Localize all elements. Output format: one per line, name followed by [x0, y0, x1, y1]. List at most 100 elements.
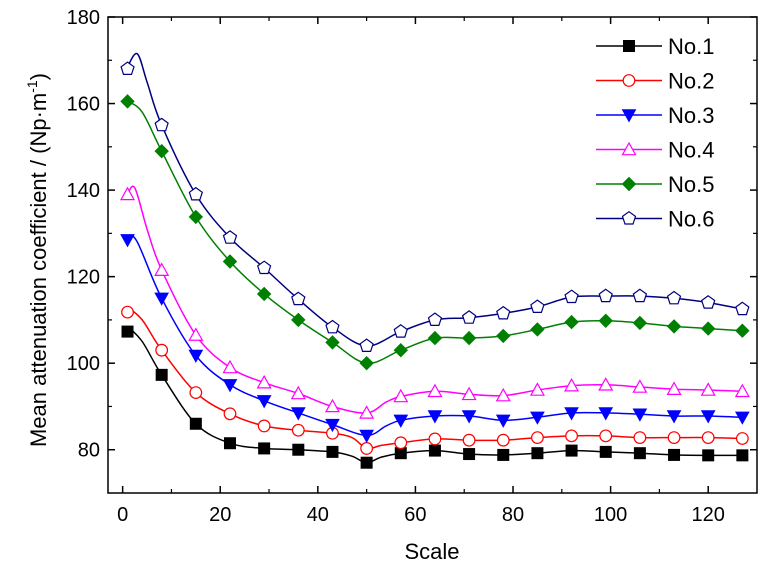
data-point — [155, 343, 169, 357]
data-point — [256, 395, 272, 409]
data-point — [565, 429, 578, 443]
data-point — [531, 431, 544, 445]
data-point — [564, 377, 580, 392]
legend-marker — [621, 210, 637, 225]
data-point — [427, 330, 443, 346]
data-point — [496, 305, 511, 320]
data-point — [701, 431, 715, 445]
data-point — [326, 445, 339, 458]
data-point — [292, 443, 305, 456]
data-point — [565, 444, 578, 457]
data-point — [633, 447, 646, 460]
data-point — [222, 379, 238, 393]
legend-marker — [621, 176, 637, 192]
data-point — [564, 289, 579, 304]
data-point — [154, 292, 170, 306]
data-point — [668, 448, 681, 461]
data-point — [495, 387, 511, 402]
data-point — [359, 355, 374, 371]
data-point — [427, 410, 443, 424]
legend-item-1: No.1 — [596, 34, 714, 59]
y-tick-label: 80 — [78, 440, 100, 462]
legend-label: No.6 — [668, 207, 714, 232]
data-point — [496, 433, 510, 447]
data-point — [667, 431, 681, 445]
data-point — [257, 419, 271, 433]
legend-label: No.1 — [668, 34, 714, 59]
x-tick-label: 80 — [502, 504, 524, 526]
data-point — [154, 143, 169, 159]
data-point — [632, 315, 648, 331]
data-point — [564, 314, 579, 330]
data-point — [120, 61, 135, 76]
data-point — [188, 349, 204, 363]
data-point — [188, 209, 204, 225]
data-point — [530, 411, 545, 425]
data-point — [290, 385, 306, 400]
data-point — [291, 312, 306, 328]
legend-label: No.2 — [668, 69, 714, 94]
data-point — [702, 449, 715, 462]
data-point — [189, 386, 203, 400]
data-point — [462, 433, 476, 447]
series-2 — [121, 305, 749, 455]
data-point — [360, 456, 373, 469]
data-point — [461, 310, 477, 324]
x-tick-label: 0 — [117, 504, 128, 526]
legend-label: No.3 — [668, 103, 714, 128]
data-point — [189, 417, 202, 430]
legend-label: No.4 — [668, 138, 714, 163]
series-6 — [120, 52, 750, 352]
data-point — [495, 414, 511, 428]
data-point — [119, 186, 136, 201]
data-point — [736, 449, 749, 462]
data-point — [393, 324, 408, 338]
data-point — [598, 377, 614, 391]
legend-marker — [623, 40, 635, 52]
legend-item-2: No.2 — [596, 69, 714, 94]
legend: No.1 No.2 No.3 No.4 No.5 No.6 — [596, 34, 714, 232]
data-point — [666, 319, 682, 334]
series-line-1 — [126, 325, 743, 464]
data-point — [428, 444, 441, 457]
data-point — [632, 379, 648, 393]
series-line-6 — [126, 52, 743, 347]
y-tick-label: 180 — [67, 7, 100, 29]
data-point — [599, 445, 612, 458]
x-tick-label: 100 — [594, 504, 627, 526]
data-point — [188, 327, 204, 341]
data-point — [223, 407, 237, 421]
data-point — [258, 442, 271, 455]
legend-item-6: No.6 — [596, 207, 714, 232]
series-3 — [120, 234, 750, 443]
y-tick-label: 140 — [67, 180, 100, 202]
data-point — [360, 442, 374, 455]
data-point — [632, 408, 648, 422]
legend-item-3: No.3 — [596, 103, 714, 128]
data-point — [700, 382, 716, 396]
data-point — [393, 388, 409, 403]
data-point — [735, 432, 749, 445]
data-point — [222, 254, 238, 269]
data-point — [154, 262, 170, 276]
data-point — [735, 323, 750, 338]
data-point — [325, 335, 340, 350]
legend-item-4: No.4 — [596, 138, 714, 163]
data-point — [461, 330, 477, 346]
data-point — [531, 447, 544, 460]
y-tick-label: 120 — [67, 267, 100, 289]
data-point — [428, 432, 442, 446]
x-axis-label: Scale — [404, 539, 459, 564]
data-point — [666, 381, 682, 395]
legend-marker — [621, 109, 637, 123]
data-point — [291, 423, 305, 437]
series-5 — [120, 94, 750, 371]
y-tick-label: 100 — [67, 353, 100, 375]
series-line-4 — [126, 185, 743, 414]
x-tick-label: 120 — [692, 504, 725, 526]
data-point — [325, 418, 340, 433]
data-point — [598, 313, 613, 328]
data-point — [222, 359, 238, 374]
data-point — [155, 368, 168, 381]
